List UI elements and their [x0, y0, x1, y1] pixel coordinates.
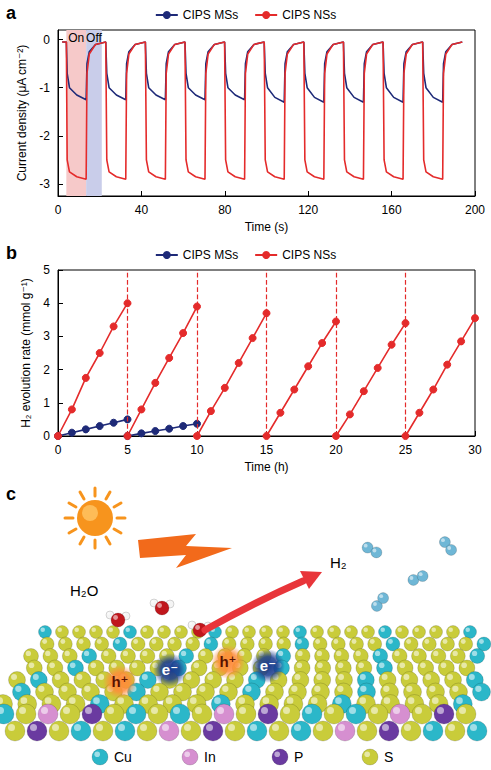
svg-text:2: 2 [43, 363, 50, 377]
svg-text:H₂: H₂ [330, 554, 347, 571]
svg-text:-2: -2 [39, 129, 50, 143]
svg-text:80: 80 [218, 203, 232, 217]
svg-text:P: P [294, 749, 303, 765]
svg-text:h⁺: h⁺ [111, 673, 128, 690]
svg-text:Time (s): Time (s) [245, 220, 289, 234]
svg-text:30: 30 [468, 443, 482, 457]
svg-text:0: 0 [43, 429, 50, 443]
svg-text:-1: -1 [39, 81, 50, 95]
svg-text:CIPS MSs: CIPS MSs [183, 248, 238, 262]
svg-text:H₂ evolution rate (mmol g⁻¹): H₂ evolution rate (mmol g⁻¹) [19, 278, 33, 428]
svg-text:15: 15 [260, 443, 274, 457]
svg-text:H₂O: H₂O [70, 582, 98, 599]
svg-text:c: c [6, 484, 16, 504]
svg-text:40: 40 [135, 203, 149, 217]
svg-text:1: 1 [43, 396, 50, 410]
svg-text:Cu: Cu [114, 749, 132, 765]
svg-text:CIPS NSs: CIPS NSs [282, 248, 336, 262]
svg-text:5: 5 [43, 263, 50, 277]
svg-text:120: 120 [298, 203, 318, 217]
svg-text:10: 10 [190, 443, 204, 457]
svg-text:200: 200 [465, 203, 485, 217]
svg-text:h⁺: h⁺ [219, 653, 236, 670]
svg-text:0: 0 [55, 443, 62, 457]
svg-text:Off: Off [86, 31, 102, 45]
svg-text:In: In [204, 749, 216, 765]
svg-text:0: 0 [43, 33, 50, 47]
svg-text:CIPS NSs: CIPS NSs [282, 8, 336, 22]
svg-text:e⁻: e⁻ [260, 657, 276, 674]
svg-text:b: b [6, 243, 17, 263]
svg-text:4: 4 [43, 296, 50, 310]
svg-text:25: 25 [399, 443, 413, 457]
svg-text:0: 0 [55, 203, 62, 217]
svg-text:3: 3 [43, 329, 50, 343]
svg-text:On: On [68, 31, 84, 45]
svg-text:a: a [6, 3, 17, 23]
svg-text:Time (h): Time (h) [244, 460, 288, 474]
svg-text:160: 160 [382, 203, 402, 217]
svg-text:CIPS MSs: CIPS MSs [183, 8, 238, 22]
svg-text:5: 5 [124, 443, 131, 457]
svg-text:20: 20 [329, 443, 343, 457]
svg-text:e⁻: e⁻ [162, 661, 178, 678]
svg-text:-3: -3 [39, 177, 50, 191]
svg-text:S: S [384, 749, 393, 765]
svg-text:Current density (μA cm⁻²): Current density (μA cm⁻²) [15, 45, 29, 182]
